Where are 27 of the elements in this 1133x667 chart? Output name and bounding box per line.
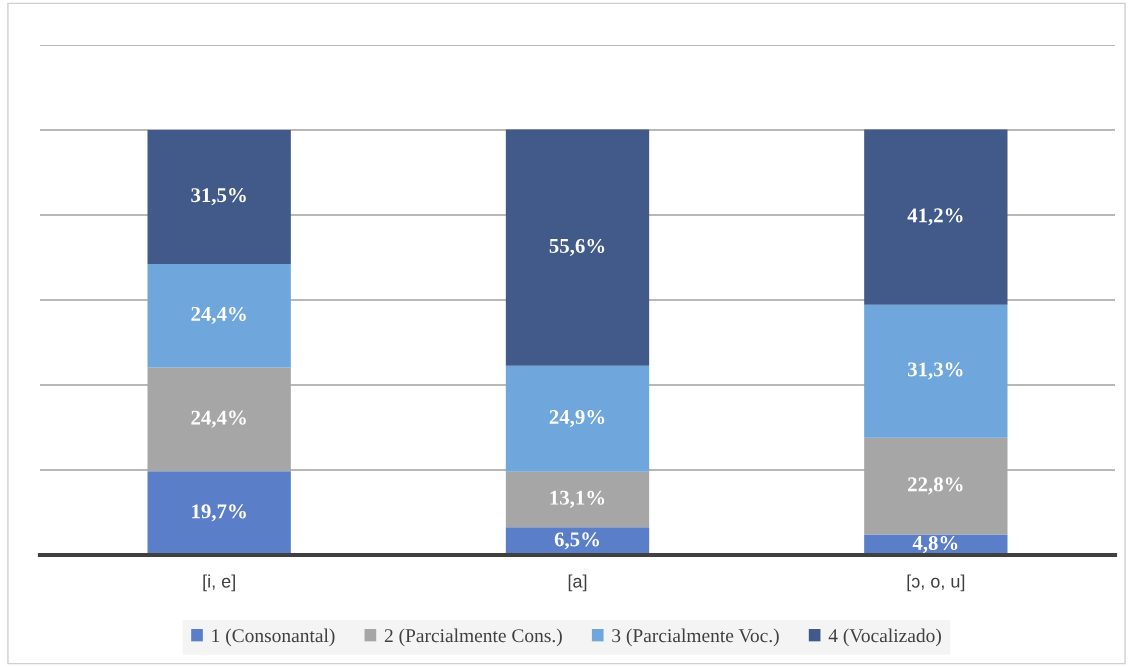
bar <box>505 471 650 528</box>
bar <box>147 130 291 264</box>
data-label: 4,8% <box>912 535 958 554</box>
x-tick-label: [a] <box>568 574 587 592</box>
bar <box>147 263 291 368</box>
x-tick-label: [i, e] <box>203 574 235 592</box>
bar <box>147 471 291 555</box>
x-tick-label: [ɔ, o, u] <box>907 574 965 592</box>
data-label: 31,3% <box>907 362 963 380</box>
data-label: 19,7% <box>192 504 246 522</box>
legend-label: 1 (Consonantal) <box>212 628 335 647</box>
bar <box>864 129 1008 305</box>
data-label: 24,4% <box>191 410 246 428</box>
bar <box>864 304 1008 438</box>
data-label: 6,5% <box>554 532 599 550</box>
data-label: 55,6% <box>549 238 605 256</box>
legend-label: 2 (Parcialmente Cons.) <box>384 628 562 647</box>
bar <box>505 129 650 366</box>
data-label: 41,2% <box>907 208 963 226</box>
data-label: 31,5% <box>191 188 246 206</box>
bar <box>505 365 650 472</box>
data-label: 22,8% <box>908 477 963 495</box>
data-label: 24,4% <box>191 306 246 324</box>
data-label: 24,9% <box>549 409 605 428</box>
legend-label: 4 (Vocalizado) <box>828 628 941 647</box>
legend-label: 3 (Parcialmente Voc.) <box>612 628 779 647</box>
data-label: 13,1% <box>550 490 605 508</box>
